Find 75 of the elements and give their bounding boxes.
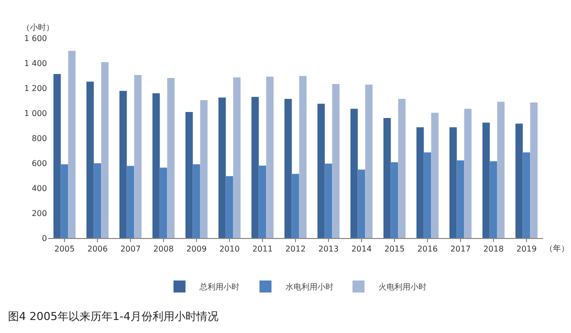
bar (317, 104, 325, 238)
caption: 图4 2005年以来历年1-4月份利用小时情况 (8, 310, 218, 323)
bar (398, 98, 406, 238)
bar (226, 176, 234, 238)
bar (192, 164, 200, 238)
bar (416, 127, 424, 238)
bar (160, 168, 168, 238)
x-tick-label: 2006 (87, 244, 108, 254)
bar (101, 62, 109, 238)
y-tick-label: 1 200 (24, 84, 47, 93)
x-tick-label: 2008 (153, 244, 174, 254)
x-tick-label: 2016 (417, 244, 438, 254)
bar (350, 108, 358, 238)
bar (456, 160, 464, 238)
bar (251, 96, 259, 238)
bar (424, 152, 432, 238)
bar (431, 112, 439, 238)
bar (126, 166, 134, 238)
x-tick-label: 2007 (120, 244, 141, 254)
bar (515, 124, 523, 238)
bar (383, 118, 391, 238)
bar (482, 122, 490, 238)
bar (390, 162, 398, 238)
bar (332, 84, 340, 238)
bar (522, 152, 530, 238)
bar (284, 98, 292, 238)
x-tick-label: 2009 (186, 244, 207, 254)
bar (218, 98, 226, 238)
x-tick-label: 2015 (384, 244, 405, 254)
y-tick-label: 1 400 (24, 58, 47, 68)
y-tick-label: 400 (32, 184, 47, 193)
x-tick-label: 2010 (219, 244, 240, 254)
x-tick-label: 2013 (318, 244, 339, 254)
legend-label: 火电利用小时 (378, 282, 426, 292)
bar (68, 50, 76, 238)
bar (490, 161, 498, 238)
y-tick-label: 1 600 (24, 34, 47, 43)
bar (167, 78, 175, 238)
y-tick-label: 1 000 (24, 108, 47, 118)
bar (530, 102, 538, 238)
bar (86, 82, 94, 238)
bar (152, 93, 160, 238)
bar (324, 164, 332, 238)
x-tick-label: 2019 (516, 244, 537, 254)
bar (449, 127, 457, 238)
y-tick-label: 600 (32, 158, 47, 168)
bar (292, 174, 300, 238)
bar (53, 74, 61, 238)
legend-label: 水电利用小时 (286, 282, 334, 292)
bar (60, 164, 68, 238)
x-tick-label: 2005 (54, 244, 75, 254)
bar (185, 112, 193, 238)
y-tick-label: 800 (32, 134, 47, 143)
bar (299, 76, 307, 238)
bar (233, 77, 241, 238)
x-tick-label: 2017 (450, 244, 471, 254)
bar (497, 102, 505, 238)
y-axis-title: （小时） (22, 23, 54, 32)
x-tick-label: 2012 (285, 244, 306, 254)
bar (134, 75, 142, 238)
bar (266, 76, 274, 238)
bar (365, 84, 373, 238)
bar (358, 170, 366, 238)
bar (258, 166, 266, 238)
y-tick-label: 200 (32, 208, 47, 218)
x-tick-label: 2018 (483, 244, 504, 254)
y-tick-label: 0 (42, 234, 47, 243)
x-tick-label: 2011 (252, 244, 273, 254)
x-axis-title: （年） (545, 244, 569, 253)
bar (464, 108, 472, 238)
legend-label: 总利用小时 (198, 282, 240, 292)
x-tick-label: 2014 (351, 244, 372, 254)
bar (200, 100, 208, 238)
bar (94, 163, 102, 238)
bar (119, 90, 127, 238)
